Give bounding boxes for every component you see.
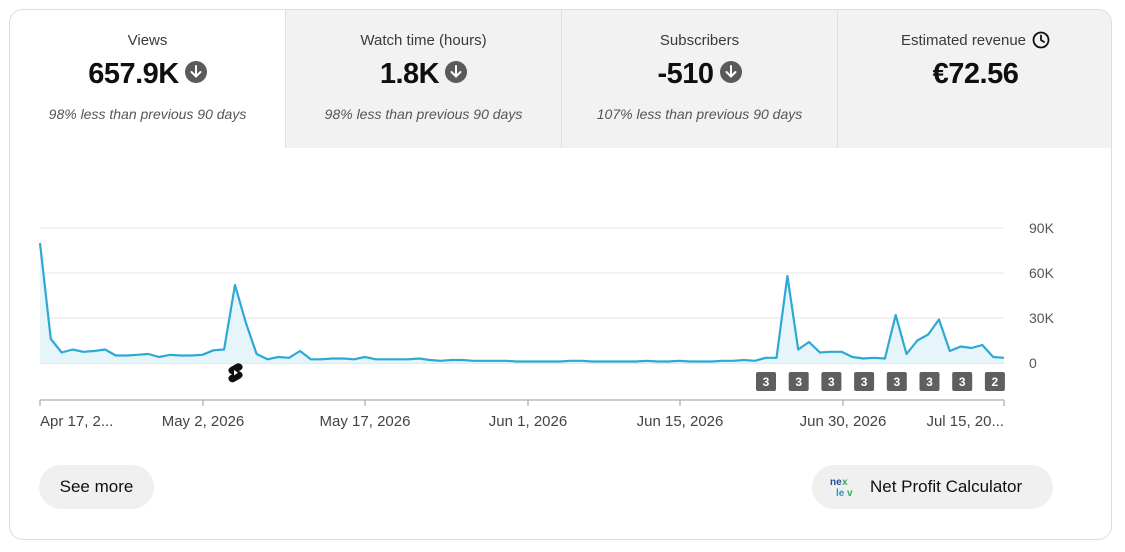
- views-value-text: 657.9K: [88, 58, 179, 90]
- marker-count-label: 3: [763, 375, 770, 389]
- marker-count-label: 3: [795, 375, 802, 389]
- video-count-marker[interactable]: 3: [854, 372, 875, 391]
- svg-text:le: le: [836, 488, 845, 499]
- svg-text:x: x: [842, 477, 848, 488]
- tab-subscribers-value: -510: [562, 58, 837, 91]
- tab-views-comparison: 98% less than previous 90 days: [48, 106, 247, 122]
- clock-icon: [1032, 31, 1050, 49]
- x-tick-label: Jun 15, 2026: [637, 413, 724, 430]
- analytics-card: Views 657.9K 98% less than previous 90 d…: [9, 9, 1112, 540]
- video-count-marker[interactable]: 3: [788, 372, 809, 391]
- marker-count-label: 2: [992, 375, 999, 389]
- tab-watch-time-value: 1.8K: [286, 58, 561, 91]
- y-tick-label: 60K: [1029, 265, 1055, 281]
- marker-count-label: 3: [828, 375, 835, 389]
- arrow-down-icon: [184, 61, 207, 84]
- y-axis-ticks: 90K 60K 30K 0: [1029, 220, 1055, 371]
- x-tick-label: May 17, 2026: [320, 413, 411, 430]
- video-count-marker[interactable]: 3: [821, 372, 842, 391]
- tab-subscribers[interactable]: Subscribers -510 107% less than previous…: [561, 10, 837, 148]
- marker-count-label: 3: [959, 375, 966, 389]
- y-tick-label: 0: [1029, 355, 1037, 371]
- video-count-marker[interactable]: 3: [919, 372, 940, 391]
- revenue-label-text: Estimated revenue: [900, 32, 1027, 49]
- x-tick-label: May 2, 2026: [162, 413, 245, 430]
- watch-time-value-text: 1.8K: [379, 58, 440, 90]
- chart-markers: 3 3 3 3 3 3 3 2: [756, 372, 1005, 391]
- x-tick-label: Apr 17, 2...: [40, 413, 113, 430]
- tab-views-label: Views: [127, 32, 168, 49]
- svg-text:v: v: [847, 488, 853, 499]
- tab-subscribers-label: Subscribers: [659, 32, 740, 49]
- y-tick-label: 90K: [1029, 220, 1055, 236]
- x-tick-label: Jun 30, 2026: [800, 413, 887, 430]
- tab-watch-time-label: Watch time (hours): [360, 32, 487, 49]
- marker-count-label: 3: [861, 375, 868, 389]
- x-axis-ticks: Apr 17, 2... May 2, 2026 May 17, 2026 Jun 1…: [39, 399, 1005, 430]
- metric-tabs: Views 657.9K 98% less than previous 90 d…: [10, 10, 1111, 148]
- chart-grid: [40, 227, 1004, 364]
- x-tick-label: Jun 1, 2026: [489, 413, 567, 430]
- see-more-button[interactable]: See more: [39, 465, 154, 509]
- net-profit-calculator-button[interactable]: ne x le v Net Profit Calculator: [812, 465, 1053, 509]
- arrow-down-icon: [719, 61, 742, 84]
- video-count-marker[interactable]: 2: [984, 372, 1005, 391]
- subscribers-value-text: -510: [657, 58, 714, 90]
- nexlev-logo-icon: ne x le v: [830, 477, 853, 499]
- views-chart: 90K 60K 30K 0 Apr 17, 2... May 2, 2026 May 17…: [38, 220, 1055, 430]
- tab-subscribers-comparison: 107% less than previous 90 days: [596, 106, 803, 122]
- chart-area: [40, 243, 1004, 363]
- tab-revenue[interactable]: Estimated revenue €72.56: [837, 10, 1111, 148]
- arrow-down-icon: [445, 61, 468, 84]
- svg-text:ne: ne: [830, 477, 842, 488]
- video-count-marker[interactable]: 3: [756, 372, 776, 391]
- tab-watch-time-comparison: 98% less than previous 90 days: [324, 106, 523, 122]
- tab-watch-time[interactable]: Watch time (hours) 1.8K 98% less than pr…: [285, 10, 561, 148]
- tab-revenue-label: Estimated revenue: [838, 31, 1111, 50]
- video-count-marker[interactable]: 3: [952, 372, 973, 391]
- shorts-icon[interactable]: [228, 363, 243, 383]
- net-profit-calculator-label: Net Profit Calculator: [870, 477, 1023, 496]
- chart-line: [38, 242, 1005, 363]
- tab-views-value: 657.9K: [10, 58, 285, 91]
- tab-views[interactable]: Views 657.9K 98% less than previous 90 d…: [10, 10, 285, 148]
- y-tick-label: 30K: [1029, 310, 1055, 326]
- x-tick-label: Jul 15, 20...: [926, 413, 1004, 430]
- marker-count-label: 3: [893, 375, 900, 389]
- marker-count-label: 3: [926, 375, 933, 389]
- video-count-marker[interactable]: 3: [886, 372, 907, 391]
- tab-revenue-value: €72.56: [932, 58, 1019, 90]
